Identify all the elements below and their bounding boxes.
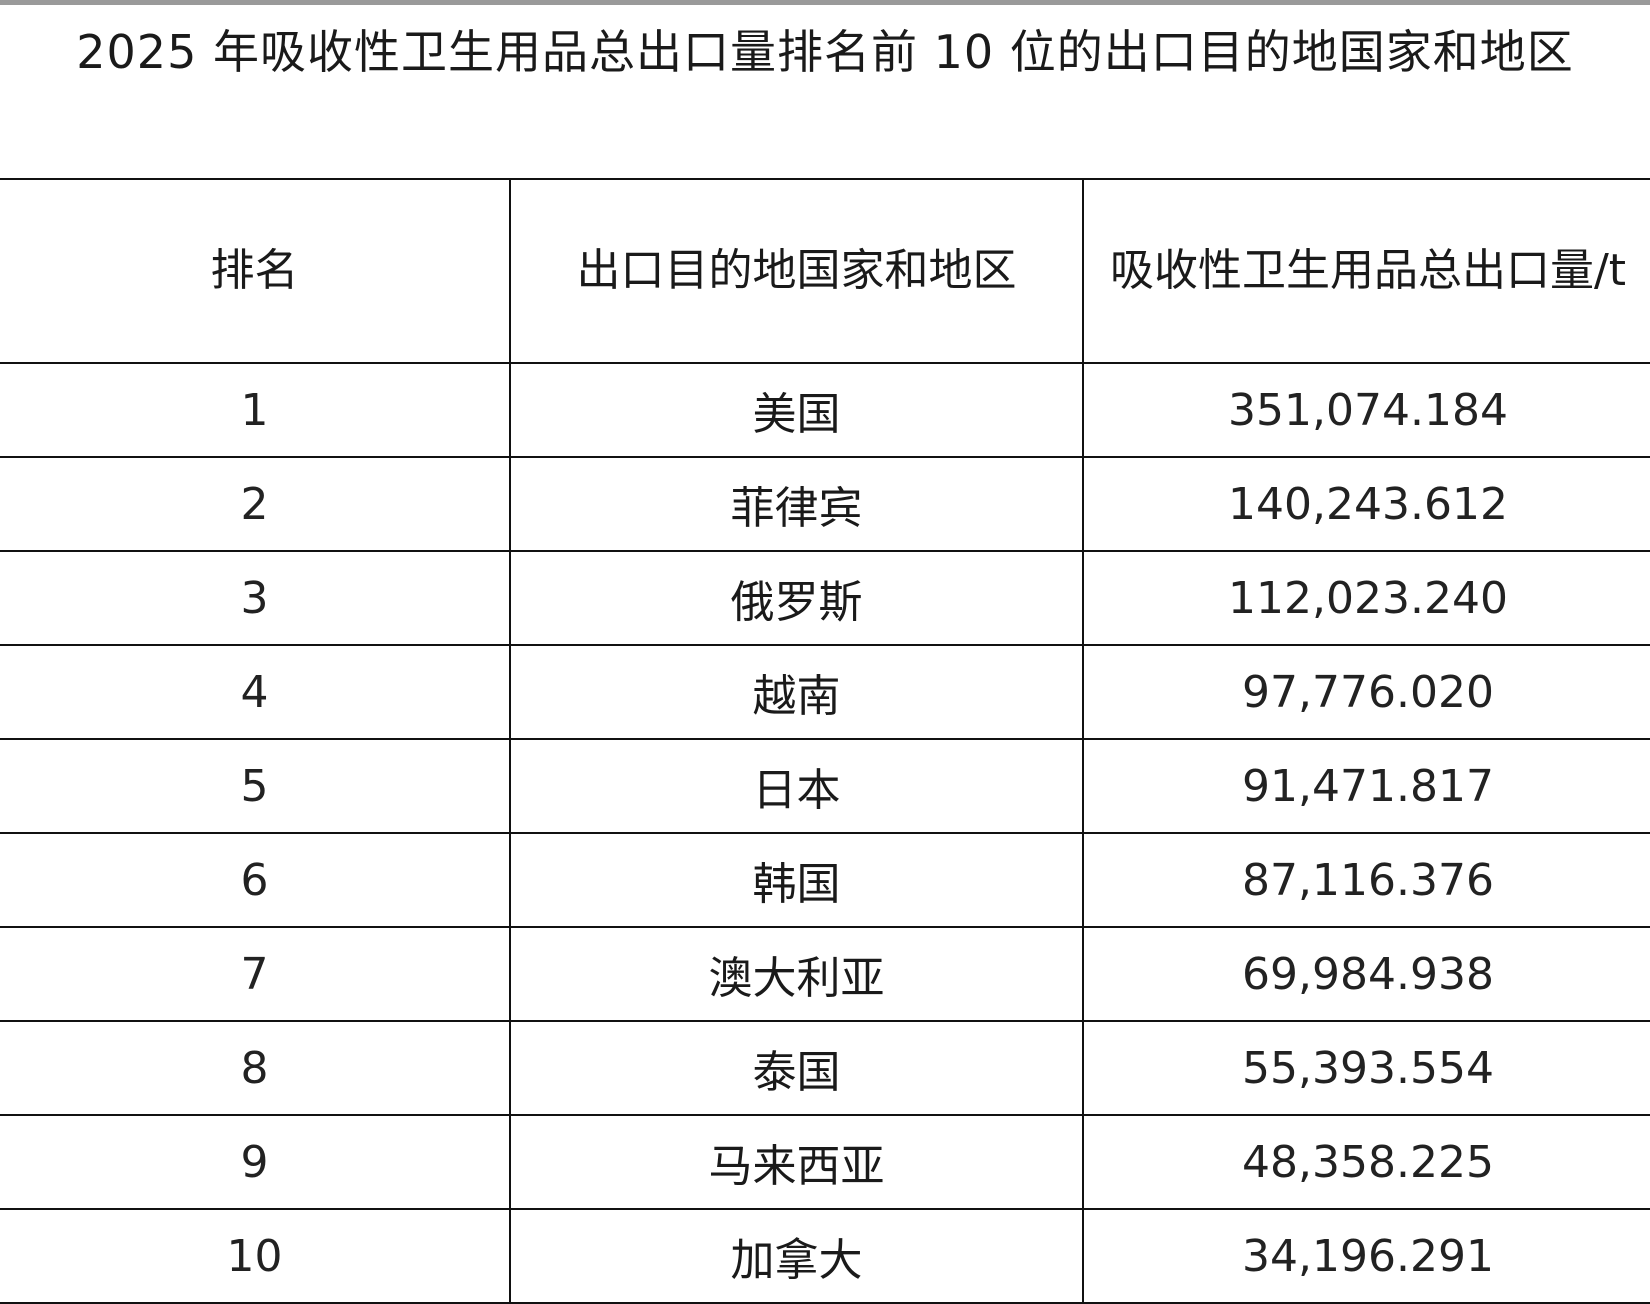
export-volume-cell: 91,471.817 — [1082, 738, 1650, 834]
rank-cell: 7 — [0, 926, 511, 1022]
rank-cell: 6 — [0, 832, 511, 928]
rank-cell: 1 — [0, 362, 511, 458]
destination-cell: 韩国 — [509, 832, 1084, 928]
rank-cell: 3 — [0, 550, 511, 646]
destination-cell: 日本 — [509, 738, 1084, 834]
export-volume-cell: 55,393.554 — [1082, 1020, 1650, 1116]
export-ranking-table: 排名 出口目的地国家和地区 吸收性卫生用品总出口量/t 1 美国 351,074.1… — [0, 178, 1650, 1304]
destination-cell: 马来西亚 — [509, 1114, 1084, 1210]
header-destination: 出口目的地国家和地区 — [509, 178, 1084, 364]
destination-cell: 加拿大 — [509, 1208, 1084, 1304]
destination-cell: 美国 — [509, 362, 1084, 458]
destination-cell: 越南 — [509, 644, 1084, 740]
table-row: 9 马来西亚 48,358.225 — [0, 1114, 1650, 1210]
export-volume-cell: 140,243.612 — [1082, 456, 1650, 552]
table-row: 7 澳大利亚 69,984.938 — [0, 926, 1650, 1022]
rank-cell: 8 — [0, 1020, 511, 1116]
rank-cell: 10 — [0, 1208, 511, 1304]
table-row: 2 菲律宾 140,243.612 — [0, 456, 1650, 552]
table-row: 6 韩国 87,116.376 — [0, 832, 1650, 928]
table-title: 2025 年吸收性卫生用品总出口量排名前 10 位的出口目的地国家和地区 — [76, 25, 1574, 79]
table-row: 8 泰国 55,393.554 — [0, 1020, 1650, 1116]
header-export-volume: 吸收性卫生用品总出口量/t — [1082, 178, 1650, 364]
export-volume-cell: 48,358.225 — [1082, 1114, 1650, 1210]
export-volume-cell: 69,984.938 — [1082, 926, 1650, 1022]
table-row: 3 俄罗斯 112,023.240 — [0, 550, 1650, 646]
destination-cell: 俄罗斯 — [509, 550, 1084, 646]
header-rank: 排名 — [0, 178, 511, 364]
rank-cell: 4 — [0, 644, 511, 740]
table-row: 5 日本 91,471.817 — [0, 738, 1650, 834]
table-row: 4 越南 97,776.020 — [0, 644, 1650, 740]
top-bar — [0, 0, 1650, 5]
export-volume-cell: 87,116.376 — [1082, 832, 1650, 928]
table-row: 10 加拿大 34,196.291 — [0, 1208, 1650, 1304]
export-volume-cell: 34,196.291 — [1082, 1208, 1650, 1304]
destination-cell: 菲律宾 — [509, 456, 1084, 552]
rank-cell: 2 — [0, 456, 511, 552]
rank-cell: 5 — [0, 738, 511, 834]
destination-cell: 泰国 — [509, 1020, 1084, 1116]
table-row: 1 美国 351,074.184 — [0, 362, 1650, 458]
export-volume-cell: 351,074.184 — [1082, 362, 1650, 458]
export-volume-cell: 97,776.020 — [1082, 644, 1650, 740]
export-volume-cell: 112,023.240 — [1082, 550, 1650, 646]
header-row: 排名 出口目的地国家和地区 吸收性卫生用品总出口量/t — [0, 178, 1650, 364]
destination-cell: 澳大利亚 — [509, 926, 1084, 1022]
rank-cell: 9 — [0, 1114, 511, 1210]
